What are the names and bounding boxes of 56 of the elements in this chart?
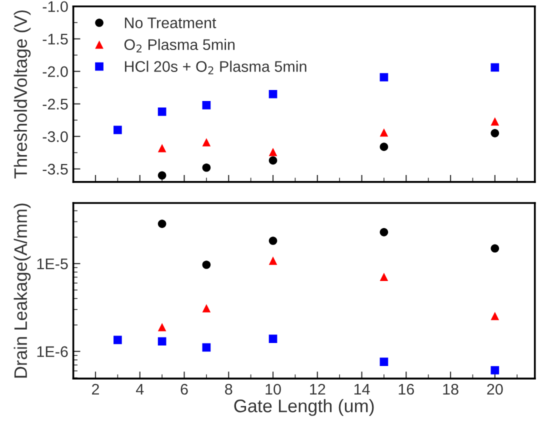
y-tick-label: -2.0 (42, 66, 68, 78)
point (202, 304, 211, 312)
point (202, 343, 211, 352)
legend-label: No Treatment (124, 18, 216, 28)
y-axis-title: Drain Leakage(A/mm) (14, 204, 31, 378)
point (490, 117, 500, 126)
x-tick-label: 18 (443, 384, 458, 395)
y-tick-label: -1.5 (42, 34, 68, 45)
point (202, 138, 211, 146)
point (202, 101, 211, 110)
point (158, 144, 166, 152)
point (268, 256, 278, 265)
point (158, 220, 166, 228)
legend-label: O$_{2}$ Plasma 5min (124, 38, 235, 52)
y-tick-label: -1.0 (42, 1, 68, 12)
legend-label: HCl 20s + O$_{2}$ Plasma 5min (124, 60, 306, 74)
point (490, 244, 500, 253)
point (268, 334, 278, 343)
point (490, 128, 500, 138)
point (380, 142, 388, 151)
x-tick-label: 16 (398, 384, 414, 395)
y-tick-label: 1E-5 (37, 258, 68, 270)
point (380, 128, 388, 137)
point (268, 90, 278, 98)
x-tick-label: 6 (180, 384, 188, 395)
y-axis-title: ThresholdVoltage (V) (14, 10, 31, 179)
point (158, 322, 166, 332)
point (268, 236, 278, 245)
point (380, 272, 388, 282)
point (380, 228, 388, 236)
y-tick-label: -2.5 (42, 98, 68, 110)
x-tick-label: 14 (354, 384, 370, 395)
x-tick-label: 2 (92, 384, 99, 395)
point (268, 156, 278, 165)
x-tick-label: 10 (266, 384, 281, 395)
x-tick-label: 4 (136, 384, 144, 395)
y-tick-label: 1E-6 (37, 346, 68, 358)
x-axis-title: Gate Length (um) (234, 399, 374, 416)
point (490, 366, 500, 374)
point (158, 108, 166, 116)
point (490, 312, 500, 320)
x-tick-label: 12 (310, 384, 326, 395)
y-tick-label: -3.5 (42, 164, 68, 175)
point (114, 336, 122, 344)
point (490, 63, 500, 72)
x-tick-label: 8 (225, 384, 232, 395)
point (158, 337, 166, 346)
point (114, 126, 122, 134)
y-tick-label: -3.0 (42, 131, 68, 142)
x-tick-label: 20 (487, 384, 503, 395)
point (202, 260, 211, 269)
point (268, 148, 278, 156)
point (380, 73, 388, 82)
point (380, 358, 388, 366)
point (158, 171, 166, 180)
point (202, 163, 211, 172)
